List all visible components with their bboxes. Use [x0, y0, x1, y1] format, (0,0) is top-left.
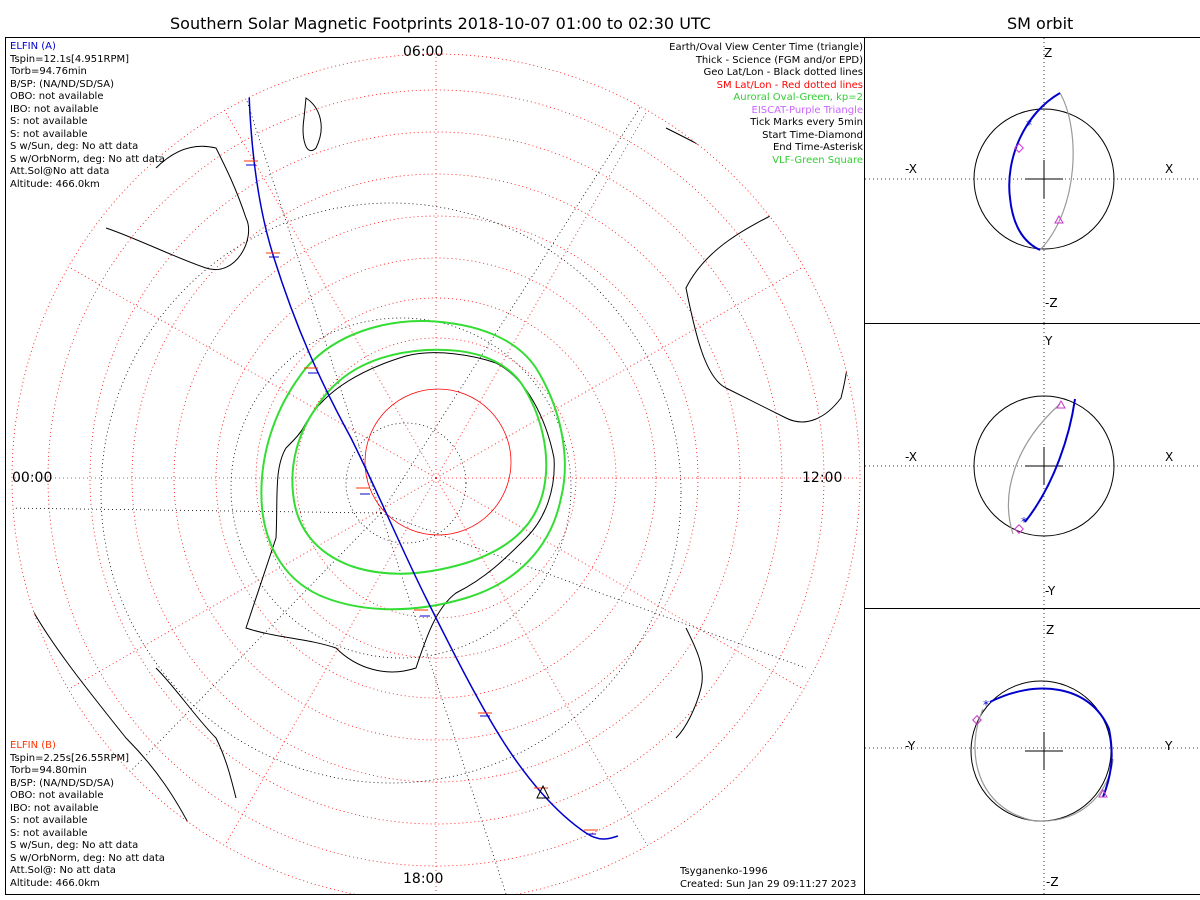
south-america-inner — [155, 667, 237, 799]
sat-b-line: Torb=94.80min — [10, 765, 87, 776]
axis-bottom-label: -Y — [1045, 584, 1056, 598]
clock-label-right: 12:00 — [802, 470, 843, 486]
sat-b-line: S: not available — [10, 815, 88, 826]
auroral-oval-outer — [260, 319, 566, 611]
axis-top-label: Z — [1044, 46, 1053, 60]
orbit-view-yz: * Z -Z -Y Y — [864, 608, 1200, 896]
sat-a-line: IBO: not available — [10, 103, 99, 115]
elfin-a-footprint-track — [248, 92, 619, 840]
orbit-view-xz: * Z -Z -X X — [864, 37, 1200, 325]
geo-latitude-grid — [100, 202, 682, 784]
sat-a-line: Att.Sol@No att data — [10, 166, 110, 177]
axis-bottom-label: -Z — [1046, 875, 1059, 889]
earth-circle — [973, 395, 1115, 537]
axis-left-label: -X — [905, 162, 917, 176]
footer-info: Tsyganenko-1996 Created: Sun Jan 29 09:1… — [680, 866, 856, 891]
map-legend: Earth/Oval View Center Time (triangle) Th… — [669, 42, 863, 167]
footprint-map — [11, 53, 861, 894]
legend-item: EISCAT-Purple Triangle — [751, 104, 864, 116]
sat-b-line: Att.Sol@: No att data — [10, 865, 116, 876]
auroral-oval-inner — [291, 348, 548, 575]
orbit-panel-title: SM orbit — [1007, 14, 1074, 33]
orbit-path-gray — [974, 708, 1114, 822]
view-center-triangle — [536, 784, 550, 799]
legend-item: End Time-Asterisk — [772, 142, 863, 153]
axis-left-label: -Y — [905, 739, 916, 753]
sat-b-name: ELFIN (B) — [10, 740, 56, 751]
orbit-path-gray — [1039, 92, 1074, 251]
legend-item: Tick Marks every 5min — [750, 117, 863, 128]
axis-right-label: Y — [1165, 739, 1173, 753]
sat-b-line: B/SP: (NA/ND/SD/SA) — [10, 777, 114, 789]
sm-polar-circle — [364, 388, 512, 536]
sat-a-line: S: not available — [10, 128, 88, 140]
axis-right-label: X — [1165, 450, 1174, 464]
sat-b-line: Tspin=2.25s[26.55RPM] — [10, 752, 130, 764]
legend-item: VLF-Green Square — [772, 154, 863, 166]
sm-longitude-grid — [12, 54, 860, 894]
svg-text:*: * — [983, 698, 989, 712]
created-label: Created: Sun Jan 29 09:11:27 2023 — [680, 878, 857, 890]
axis-top-label: Y — [1045, 334, 1053, 348]
model-label: Tsyganenko-1996 — [680, 866, 768, 877]
axis-bottom-label: -Z — [1045, 296, 1058, 310]
legend-item: Auroral Oval-Green, kp=2 — [733, 92, 863, 103]
sat-b-info: ELFIN (B) Tspin=2.25s[26.55RPM] Torb=94.… — [10, 740, 165, 890]
svg-text:*: * — [1026, 118, 1032, 132]
sat-b-line: S w/OrbNorm, deg: No att data — [10, 852, 165, 864]
orbit-path-gray — [1007, 403, 1061, 535]
sat-a-line: S w/OrbNorm, deg: No att data — [10, 153, 165, 165]
auroral-oval — [260, 319, 566, 611]
legend-item: Thick - Science (FGM and/or EPD) — [695, 54, 863, 66]
sat-a-line: OBO: not available — [10, 91, 104, 102]
sat-a-name: ELFIN (A) — [10, 41, 56, 52]
sat-a-line: Torb=94.76min — [10, 66, 87, 77]
legend-item: Earth/Oval View Center Time (triangle) — [669, 42, 863, 53]
sat-a-line: Tspin=12.1s[4.951RPM] — [10, 53, 130, 65]
svg-text:*: * — [1021, 515, 1027, 529]
sat-b-line: S: not available — [10, 827, 88, 839]
legend-item: Geo Lat/Lon - Black dotted lines — [703, 67, 863, 78]
legend-item: Start Time-Diamond — [762, 129, 863, 141]
axis-left-label: -X — [905, 450, 917, 464]
track-tick-marks — [244, 160, 598, 831]
clock-label-top: 06:00 — [403, 44, 444, 60]
sat-b-line: OBO: not available — [10, 790, 104, 801]
sat-b-line: S w/Sun, deg: No att data — [10, 840, 139, 851]
sat-a-info: ELFIN (A) Tspin=12.1s[4.951RPM] Torb=94.… — [10, 41, 165, 191]
map-horizon-circle — [11, 53, 861, 894]
sat-a-line: Altitude: 466.0km — [10, 178, 100, 190]
axis-right-label: X — [1165, 162, 1174, 176]
orbit-view-xy: * Y -Y -X X — [864, 323, 1200, 610]
orbit-path-blue — [989, 687, 1113, 798]
australia-coast — [685, 204, 852, 423]
new-zealand-coast — [675, 627, 703, 739]
madagascar-coast — [302, 97, 322, 151]
clock-label-bottom: 18:00 — [403, 871, 444, 887]
clock-label-left: 00:00 — [12, 470, 53, 486]
legend-item: SM Lat/Lon - Red dotted lines — [716, 79, 863, 91]
sat-a-line: S w/Sun, deg: No att data — [10, 141, 139, 152]
africa-coast — [105, 145, 250, 271]
sat-a-line: S: not available — [10, 116, 88, 127]
sat-a-line: B/SP: (NA/ND/SD/SA) — [10, 78, 114, 90]
axis-top-label: Z — [1046, 623, 1055, 637]
antarctica-coast — [245, 352, 555, 673]
sat-b-line: Altitude: 466.0km — [10, 877, 100, 889]
footprint-map-panel: ELFIN (A) Tspin=12.1s[4.951RPM] Torb=94.… — [5, 37, 865, 895]
sat-b-line: IBO: not available — [10, 802, 99, 814]
geo-longitude-grid — [12, 97, 807, 894]
earth-circle — [973, 108, 1115, 250]
main-title: Southern Solar Magnetic Footprints 2018-… — [170, 14, 711, 33]
orbit-path-blue — [1008, 92, 1061, 251]
track-blue-ticks — [246, 164, 596, 835]
orbit-path-blue — [1024, 398, 1076, 523]
